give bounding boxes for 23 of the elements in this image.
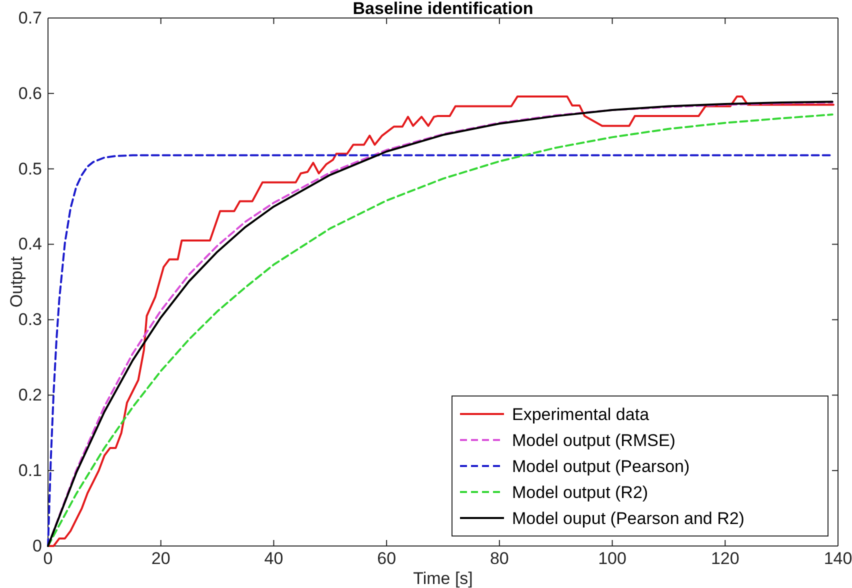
legend-label: Model ouput (Pearson and R2) [512,509,744,528]
x-tick-label: 140 [824,549,852,568]
y-tick-label: 0.1 [18,461,42,480]
y-tick-label: 0.4 [18,234,42,254]
x-tick-label: 120 [710,549,740,568]
y-axis-title: Output [7,256,26,308]
x-tick-label: 20 [151,549,170,568]
chart-title: Baseline identification [352,0,534,18]
y-tick-label: 0 [32,536,42,556]
legend-label: Model output (R2) [512,483,648,502]
x-tick-label: 40 [264,549,284,568]
legend-label: Model output (RMSE) [512,431,676,450]
legend-label: Experimental data [512,405,650,424]
x-tick-label: 100 [598,549,626,568]
x-axis-title: Time [s] [413,569,473,588]
y-tick-label: 0.6 [18,84,42,103]
y-tick-label: 0.2 [18,386,42,405]
x-tick-label: 60 [377,549,396,568]
y-tick-label: 0.3 [18,310,42,330]
x-tick-label: 80 [490,549,509,568]
y-tick-label: 0.7 [18,8,42,28]
legend-label: Model output (Pearson) [512,457,690,476]
y-tick-label: 0.5 [18,159,42,178]
